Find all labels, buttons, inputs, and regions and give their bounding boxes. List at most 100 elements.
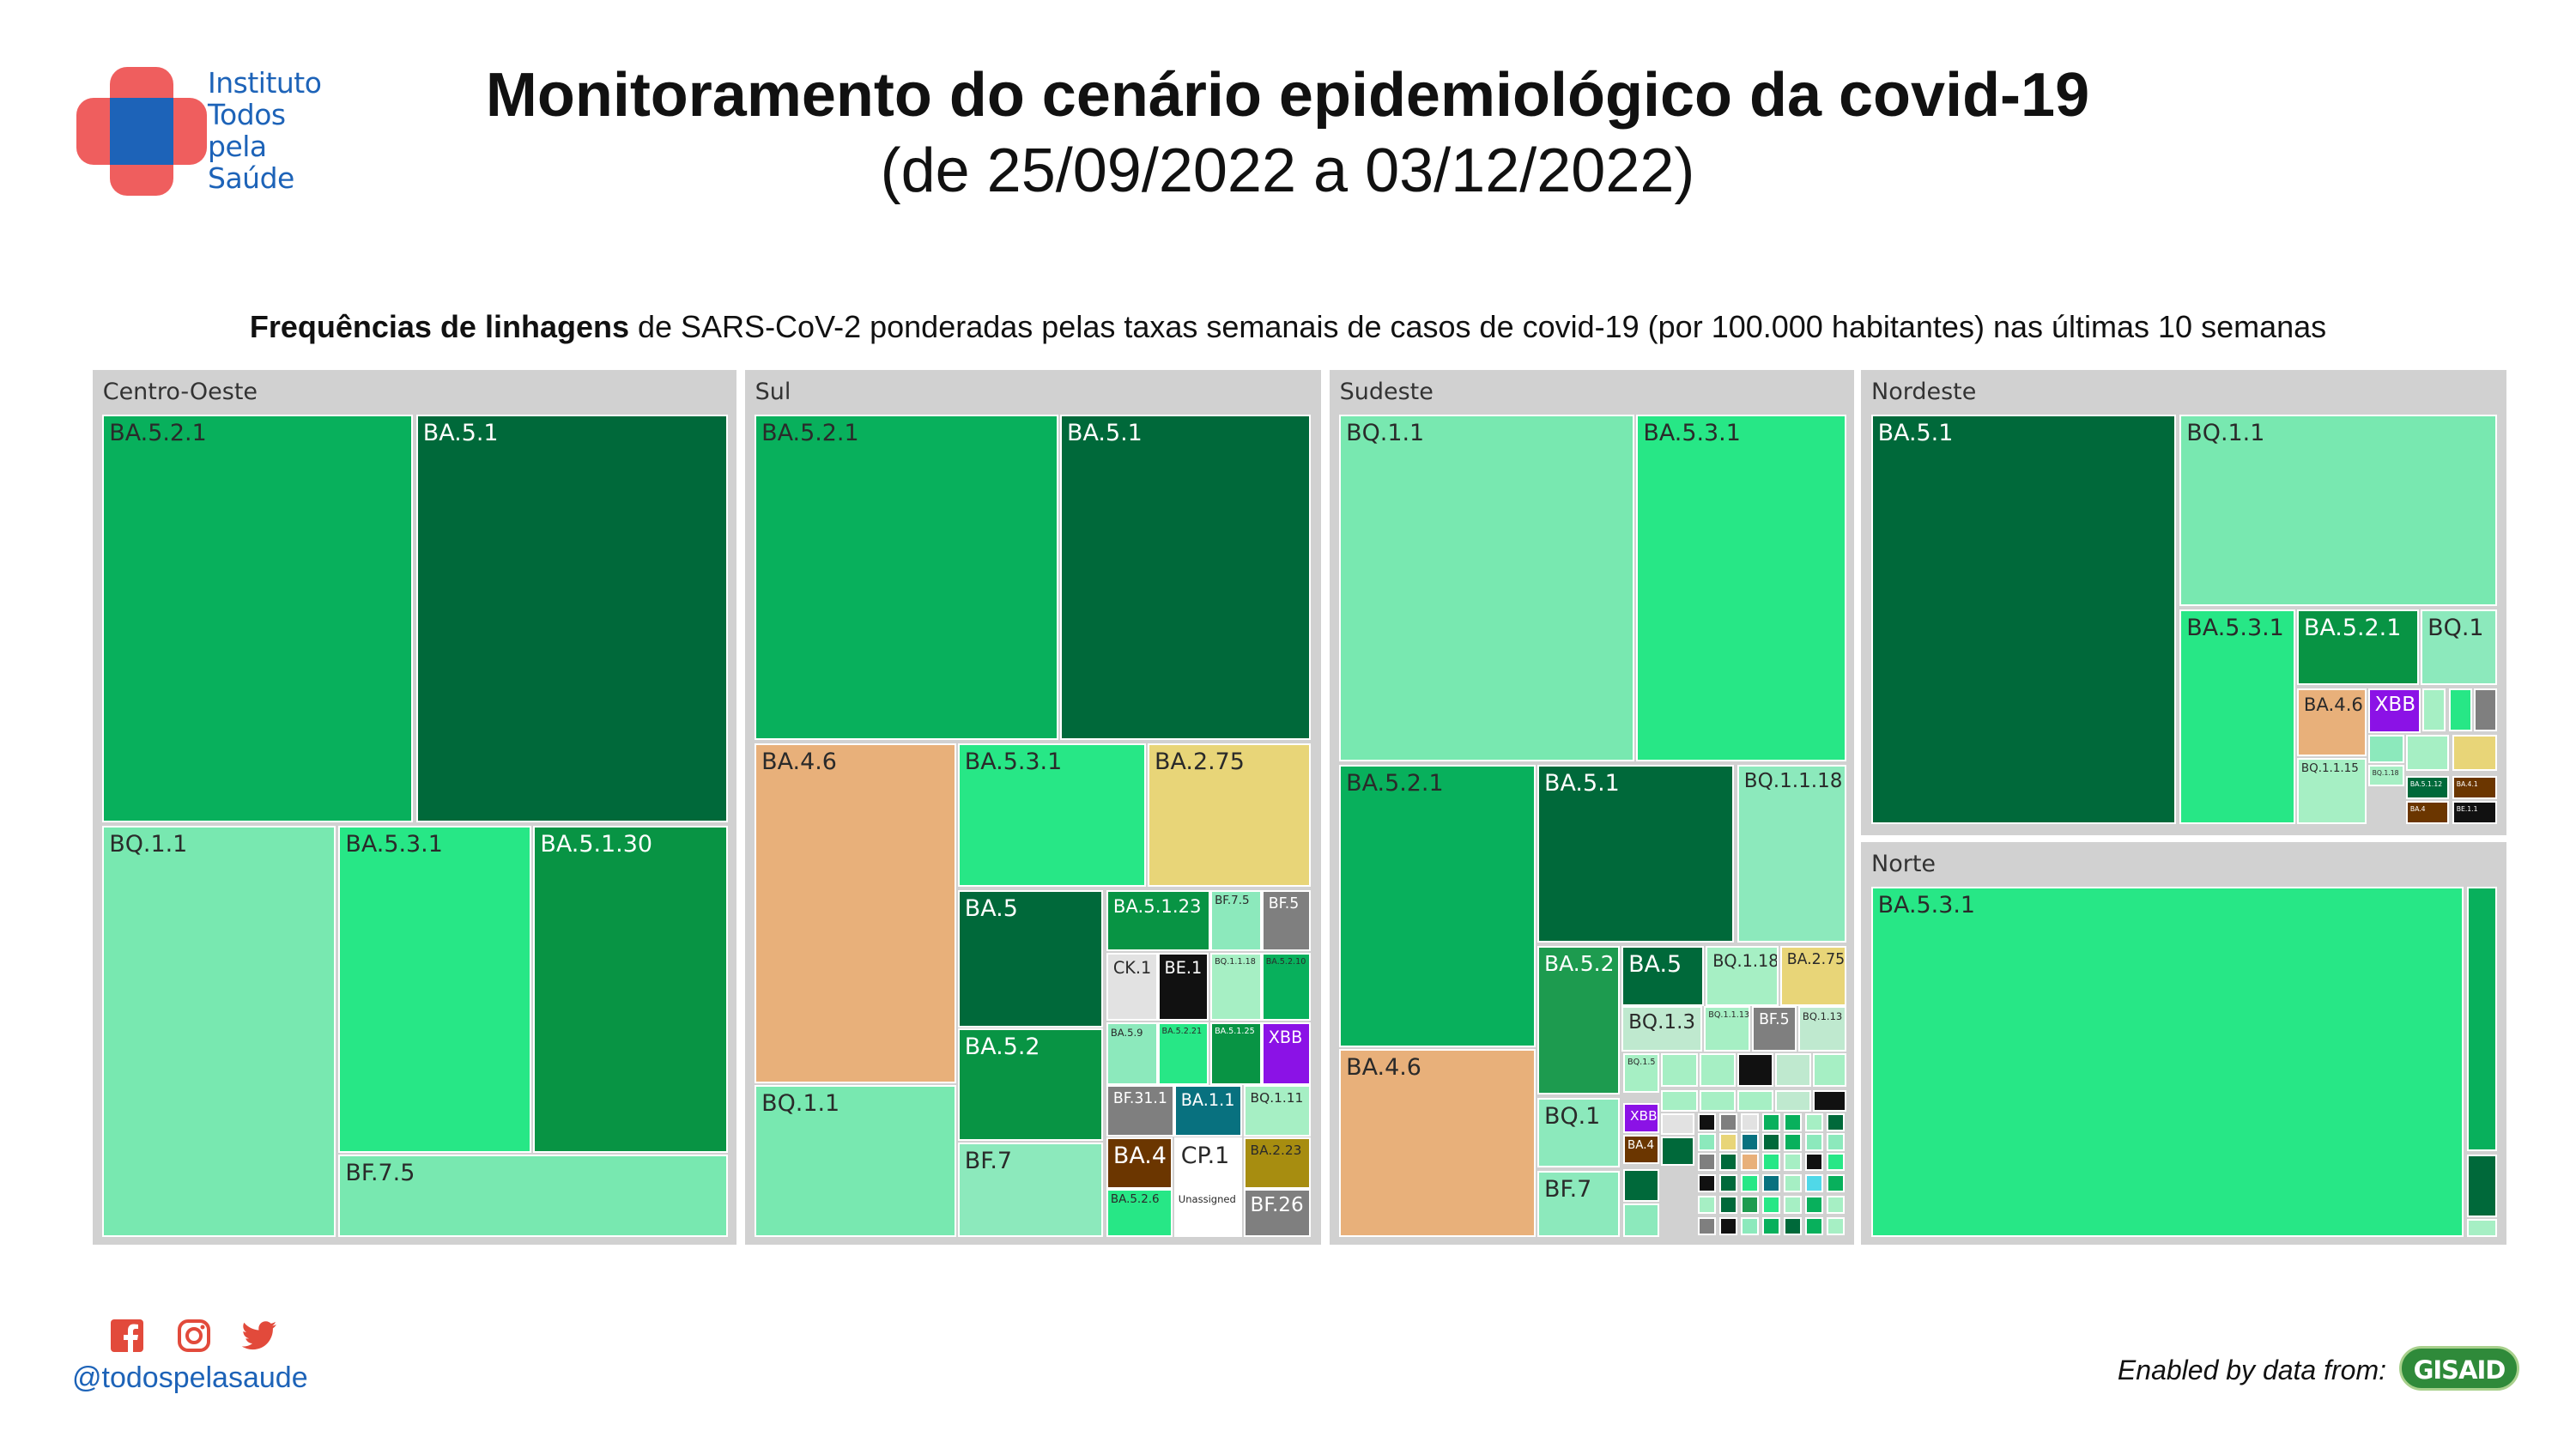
treemap-tile[interactable]: BA.4 [1106, 1137, 1173, 1190]
treemap-tile[interactable]: BA.5 [957, 889, 1104, 1028]
treemap-tile[interactable]: BA.5.2.1 [102, 414, 413, 822]
treemap-tile[interactable]: BA.1.1 [1173, 1084, 1242, 1137]
treemap-tile[interactable]: BQ.1 [1537, 1098, 1621, 1168]
treemap-tile[interactable]: BA.5.2.1 [755, 414, 1059, 740]
treemap-tile-small[interactable] [1740, 1132, 1759, 1151]
treemap-tile[interactable]: BF.31.1 [1106, 1084, 1174, 1137]
twitter-icon[interactable] [240, 1319, 278, 1353]
treemap-tile-small[interactable] [2473, 688, 2497, 732]
treemap-tile-small[interactable] [1804, 1132, 1823, 1151]
treemap-tile-small[interactable] [1783, 1152, 1802, 1171]
treemap-tile[interactable]: BQ.1.13 [1797, 1005, 1846, 1052]
social-handle[interactable]: @todospelasaude [72, 1361, 308, 1394]
treemap-tile[interactable]: BE.1.1 [2452, 801, 2497, 824]
treemap-tile[interactable]: BQ.1 [2421, 609, 2497, 686]
treemap-tile[interactable]: BQ.1.1 [2179, 414, 2497, 606]
treemap-tile[interactable]: BQ.1.1.15 [2296, 757, 2367, 824]
treemap-tile[interactable]: BA.4 [1623, 1134, 1660, 1165]
treemap-tile-small[interactable] [1826, 1152, 1845, 1171]
treemap-tile-small[interactable] [1804, 1152, 1823, 1171]
treemap-tile[interactable]: BQ.1.18 [2367, 764, 2404, 786]
treemap-tile-small[interactable] [1737, 1053, 1774, 1087]
treemap-tile[interactable]: BQ.1.5 [1623, 1053, 1660, 1094]
instagram-icon[interactable] [177, 1319, 211, 1353]
treemap-tile[interactable]: BF.5 [1261, 889, 1312, 952]
treemap-tile-small[interactable] [1804, 1113, 1823, 1131]
treemap-tile[interactable]: BQ.1.11 [1243, 1084, 1312, 1137]
treemap-tile[interactable]: XBB [2367, 688, 2421, 734]
treemap-tile-small[interactable] [1718, 1132, 1737, 1151]
treemap-tile-small[interactable] [1804, 1195, 1823, 1214]
treemap-tile[interactable]: BA.2.75 [1147, 743, 1312, 888]
treemap-tile-small[interactable] [1718, 1173, 1737, 1192]
treemap-tile[interactable]: BA.5.1 [1870, 414, 2177, 824]
treemap-tile-small[interactable] [2467, 1218, 2497, 1237]
treemap-tile-small[interactable] [1774, 1089, 1812, 1112]
treemap-tile-small[interactable] [1783, 1195, 1802, 1214]
treemap-tile-small[interactable] [1697, 1132, 1716, 1151]
treemap-tile[interactable]: BA.5.2.21 [1157, 1022, 1209, 1085]
treemap-tile-small[interactable] [1826, 1132, 1845, 1151]
treemap-tile[interactable]: BA.5.2.1 [1339, 764, 1537, 1047]
treemap-tile-small[interactable] [1661, 1089, 1698, 1112]
treemap-tile-small[interactable] [1761, 1173, 1780, 1192]
treemap-tile-small[interactable] [1697, 1113, 1716, 1131]
treemap-tile-small[interactable] [1718, 1195, 1737, 1214]
treemap-tile[interactable]: BA.5 [1621, 946, 1705, 1006]
treemap-tile[interactable]: BA.5.9 [1106, 1022, 1158, 1085]
treemap-tile[interactable]: BA.2.23 [1243, 1137, 1312, 1190]
treemap-tile-small[interactable] [1804, 1216, 1823, 1235]
treemap-tile[interactable]: BA.5.1.30 [533, 825, 729, 1153]
treemap-tile-small[interactable] [1761, 1216, 1780, 1235]
treemap-tile[interactable]: BQ.1.18 [1706, 946, 1779, 1006]
treemap-tile[interactable]: BA.5.2 [957, 1028, 1104, 1142]
treemap-tile[interactable]: XBB [1261, 1022, 1312, 1085]
treemap-tile[interactable]: BA.5.1 [415, 414, 729, 822]
treemap-tile[interactable]: BQ.1.1.18 [1210, 952, 1262, 1021]
treemap-tile[interactable]: BA.4.6 [755, 743, 956, 1083]
treemap-tile-small[interactable] [1761, 1195, 1780, 1214]
treemap-tile[interactable]: BQ.1.1 [102, 825, 336, 1237]
treemap-tile[interactable]: BF.7 [957, 1143, 1104, 1237]
treemap-tile[interactable]: BA.5.2.6 [1106, 1189, 1173, 1237]
treemap-tile[interactable]: BA.4 [2405, 801, 2449, 824]
treemap-tile-small[interactable] [1826, 1195, 1845, 1214]
treemap-tile[interactable]: CK.1 [1106, 952, 1158, 1021]
treemap-tile[interactable]: BA.4.6 [2296, 688, 2367, 757]
treemap-tile-small[interactable] [1623, 1168, 1660, 1203]
treemap-tile[interactable]: BF.7.5 [1210, 889, 1262, 952]
treemap-tile[interactable]: BA.5.1.25 [1210, 1022, 1262, 1085]
treemap-tile-small[interactable] [1783, 1132, 1802, 1151]
treemap-tile[interactable]: Unassigned [1173, 1189, 1242, 1237]
treemap-tile-small[interactable] [1826, 1173, 1845, 1192]
treemap-tile[interactable]: BQ.1.1.13 [1704, 1005, 1751, 1052]
treemap-tile-small[interactable] [1740, 1195, 1759, 1214]
treemap-tile-small[interactable] [2467, 887, 2497, 1151]
treemap-tile[interactable]: BQ.1.1 [1339, 414, 1635, 761]
treemap-tile-small[interactable] [1774, 1053, 1812, 1087]
treemap-tile-small[interactable] [1697, 1152, 1716, 1171]
treemap-tile-small[interactable] [1761, 1152, 1780, 1171]
treemap-tile-small[interactable] [1661, 1053, 1698, 1087]
treemap-tile-small[interactable] [1699, 1089, 1736, 1112]
treemap-tile-small[interactable] [2405, 735, 2449, 772]
treemap-tile[interactable]: BA.4.1 [2452, 776, 2497, 800]
treemap-tile[interactable]: BA.5.3.1 [2179, 609, 2295, 824]
treemap-tile-small[interactable] [1697, 1216, 1716, 1235]
treemap-tile-small[interactable] [2367, 735, 2404, 763]
treemap-tile-small[interactable] [1826, 1113, 1845, 1131]
treemap-tile-small[interactable] [1718, 1152, 1737, 1171]
treemap-tile[interactable]: BA.5.3.1 [338, 825, 532, 1153]
treemap-tile[interactable]: BA.5.1 [1537, 764, 1734, 943]
treemap-tile-small[interactable] [1737, 1089, 1774, 1112]
treemap-tile[interactable]: BA.5.3.1 [1870, 887, 2464, 1237]
treemap-tile-small[interactable] [1718, 1113, 1737, 1131]
treemap-tile-small[interactable] [1740, 1152, 1759, 1171]
treemap-tile[interactable]: BA.5.3.1 [1636, 414, 1846, 761]
treemap-tile-small[interactable] [1661, 1113, 1694, 1135]
treemap-tile[interactable]: BQ.1.1 [755, 1084, 956, 1237]
treemap-tile-small[interactable] [1740, 1173, 1759, 1192]
treemap-tile[interactable]: BA.5.3.1 [957, 743, 1147, 888]
treemap-tile-small[interactable] [1761, 1132, 1780, 1151]
treemap-tile[interactable]: XBB [1623, 1103, 1660, 1133]
